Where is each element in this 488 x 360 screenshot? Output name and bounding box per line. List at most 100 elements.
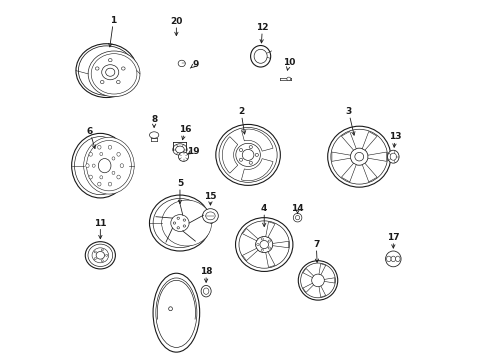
Ellipse shape (254, 49, 266, 63)
Ellipse shape (298, 261, 337, 300)
Ellipse shape (83, 137, 134, 194)
Ellipse shape (173, 222, 175, 224)
Polygon shape (242, 229, 258, 241)
Ellipse shape (94, 258, 96, 260)
Ellipse shape (72, 134, 129, 198)
Ellipse shape (183, 219, 185, 221)
Ellipse shape (327, 126, 390, 187)
Ellipse shape (91, 54, 137, 94)
Ellipse shape (249, 145, 252, 149)
Ellipse shape (354, 152, 363, 161)
Ellipse shape (89, 152, 92, 156)
Polygon shape (341, 131, 355, 150)
Ellipse shape (385, 251, 400, 267)
Ellipse shape (249, 161, 252, 164)
Ellipse shape (215, 125, 280, 185)
Ellipse shape (98, 145, 101, 149)
Text: 2: 2 (237, 107, 244, 116)
Text: 13: 13 (388, 132, 401, 141)
Ellipse shape (255, 237, 272, 253)
Ellipse shape (101, 260, 103, 262)
Ellipse shape (112, 171, 115, 175)
Ellipse shape (116, 80, 120, 84)
Ellipse shape (293, 213, 301, 222)
Ellipse shape (88, 244, 112, 266)
Ellipse shape (261, 238, 263, 240)
Ellipse shape (267, 247, 270, 249)
Polygon shape (265, 252, 274, 267)
Ellipse shape (89, 175, 92, 179)
Ellipse shape (96, 252, 104, 259)
Ellipse shape (76, 44, 137, 98)
Ellipse shape (311, 274, 324, 287)
Ellipse shape (205, 212, 215, 220)
Ellipse shape (330, 129, 387, 184)
Text: 12: 12 (256, 23, 268, 32)
Ellipse shape (85, 242, 115, 269)
Ellipse shape (108, 145, 111, 149)
Ellipse shape (286, 77, 290, 81)
Ellipse shape (267, 240, 270, 242)
Ellipse shape (202, 209, 218, 223)
Ellipse shape (86, 140, 131, 191)
Ellipse shape (102, 65, 119, 80)
Ellipse shape (120, 164, 123, 168)
Polygon shape (324, 278, 334, 283)
Ellipse shape (168, 307, 172, 311)
Ellipse shape (95, 67, 99, 70)
Polygon shape (362, 163, 376, 182)
Ellipse shape (153, 273, 199, 352)
Ellipse shape (101, 249, 103, 251)
Ellipse shape (390, 256, 395, 262)
Ellipse shape (255, 153, 258, 157)
Ellipse shape (239, 221, 289, 268)
Ellipse shape (98, 158, 111, 173)
Ellipse shape (386, 256, 390, 262)
Ellipse shape (261, 249, 263, 251)
Ellipse shape (175, 146, 184, 153)
Ellipse shape (178, 60, 185, 67)
Polygon shape (318, 264, 325, 275)
Polygon shape (302, 283, 313, 292)
Ellipse shape (88, 51, 140, 97)
Ellipse shape (149, 195, 210, 251)
Text: 1: 1 (110, 16, 117, 25)
Ellipse shape (235, 218, 292, 271)
Ellipse shape (295, 216, 299, 220)
Ellipse shape (92, 248, 108, 263)
Ellipse shape (201, 285, 211, 297)
Text: 10: 10 (283, 58, 295, 67)
Ellipse shape (239, 158, 242, 161)
Ellipse shape (108, 182, 111, 186)
Text: 17: 17 (386, 233, 399, 242)
Wedge shape (222, 137, 237, 173)
Ellipse shape (350, 148, 367, 165)
Ellipse shape (78, 46, 134, 95)
Ellipse shape (260, 240, 268, 249)
Ellipse shape (239, 149, 242, 152)
Ellipse shape (92, 164, 95, 167)
Text: 20: 20 (170, 17, 182, 26)
Wedge shape (158, 313, 194, 332)
Ellipse shape (235, 143, 260, 166)
Text: 18: 18 (200, 267, 212, 276)
Ellipse shape (108, 59, 112, 62)
Ellipse shape (149, 132, 159, 138)
Ellipse shape (117, 175, 120, 179)
Ellipse shape (100, 152, 102, 156)
Ellipse shape (250, 45, 270, 67)
Ellipse shape (98, 182, 101, 186)
Text: 5: 5 (177, 179, 183, 188)
Ellipse shape (395, 256, 399, 262)
Ellipse shape (256, 243, 259, 246)
Ellipse shape (112, 157, 115, 160)
Ellipse shape (105, 68, 115, 76)
Polygon shape (341, 163, 355, 182)
Text: 4: 4 (261, 204, 267, 213)
Ellipse shape (219, 127, 277, 182)
Ellipse shape (172, 144, 187, 155)
Polygon shape (242, 248, 258, 261)
Ellipse shape (387, 150, 398, 163)
Ellipse shape (74, 136, 126, 195)
Text: 7: 7 (312, 240, 319, 249)
